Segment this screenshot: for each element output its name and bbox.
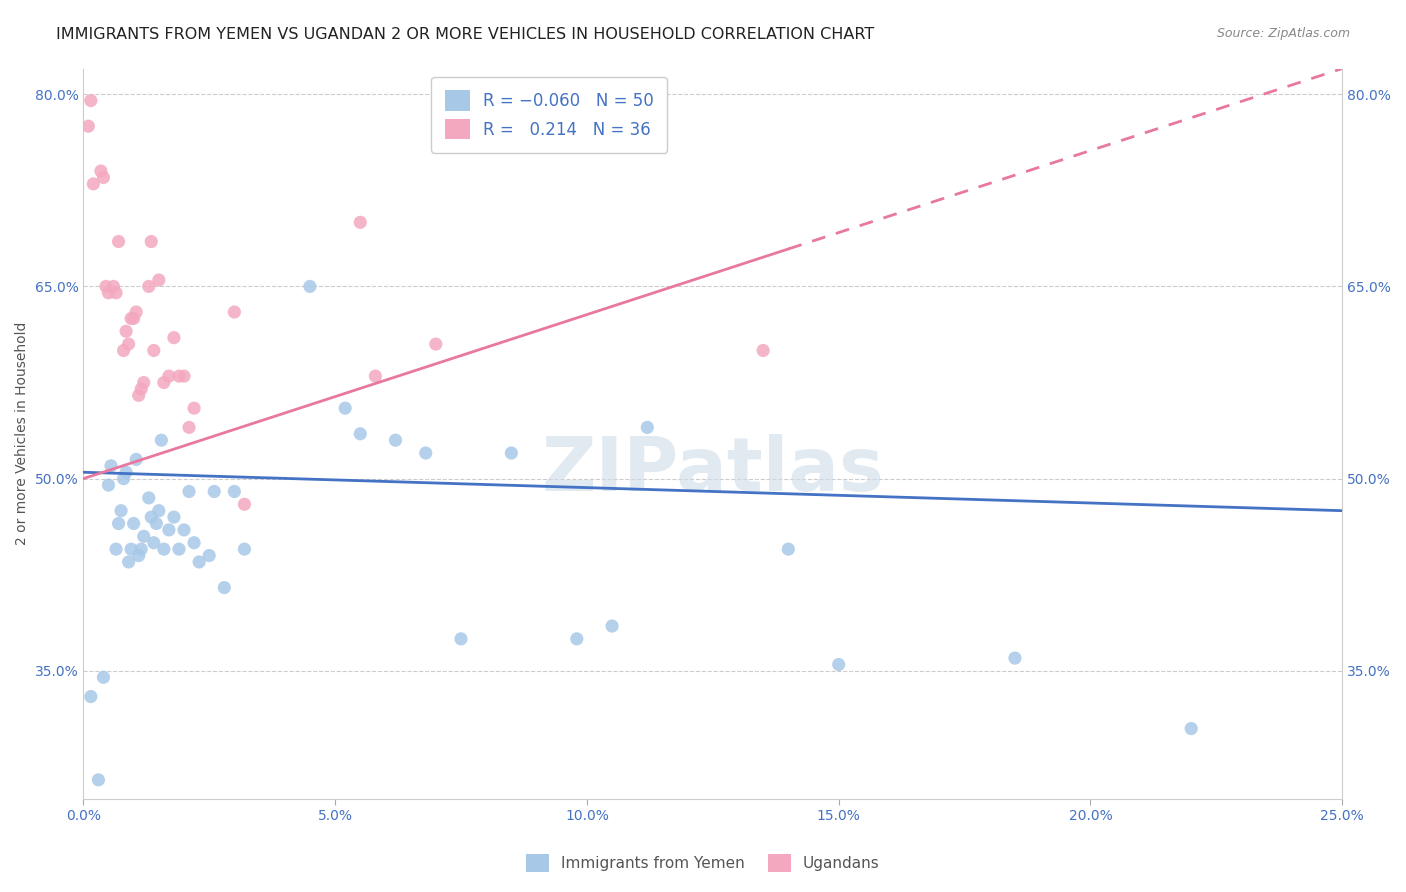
Point [167, 542, 190, 557]
Point [105, 542, 128, 557]
Point [198, 549, 221, 563]
Point [183, 535, 205, 549]
Point [93, 170, 115, 185]
Point [97, 285, 120, 300]
Point [150, 433, 173, 447]
Point [565, 632, 588, 646]
Point [138, 279, 160, 293]
Point [80, 690, 103, 704]
Point [128, 549, 150, 563]
Point [364, 369, 387, 384]
Point [333, 401, 356, 416]
Point [110, 504, 132, 518]
Point [112, 472, 135, 486]
Point [298, 279, 321, 293]
Point [778, 542, 800, 557]
Point [157, 369, 180, 384]
Point [94, 279, 117, 293]
Point [100, 458, 122, 473]
Point [145, 516, 167, 531]
Point [173, 369, 195, 384]
Point [177, 420, 200, 434]
Point [415, 446, 437, 460]
Point [80, 94, 103, 108]
Text: Source: ZipAtlas.com: Source: ZipAtlas.com [1216, 27, 1350, 40]
Point [224, 305, 246, 319]
Point [122, 516, 145, 531]
Point [128, 388, 150, 402]
Point [425, 337, 447, 351]
Point [233, 497, 256, 511]
Point [141, 510, 163, 524]
Point [115, 465, 138, 479]
Point [157, 523, 180, 537]
Point [167, 369, 190, 384]
Point [120, 542, 142, 557]
Point [87, 772, 110, 787]
Point [148, 273, 170, 287]
Point [129, 542, 152, 557]
Point [77, 119, 100, 133]
Point [142, 535, 165, 549]
Point [752, 343, 775, 358]
Point [138, 491, 160, 505]
Point [202, 484, 225, 499]
Point [233, 542, 256, 557]
Point [103, 279, 125, 293]
Text: ZIPatlas: ZIPatlas [541, 434, 884, 507]
Point [132, 529, 155, 543]
Point [163, 331, 186, 345]
Point [177, 484, 200, 499]
Point [827, 657, 849, 672]
Y-axis label: 2 or more Vehicles in Household: 2 or more Vehicles in Household [15, 322, 30, 546]
Point [600, 619, 623, 633]
Point [636, 420, 658, 434]
Point [163, 510, 186, 524]
Point [117, 337, 139, 351]
Point [142, 343, 165, 358]
Point [384, 433, 406, 447]
Point [129, 382, 152, 396]
Point [107, 235, 129, 249]
Point [214, 581, 236, 595]
Point [173, 523, 195, 537]
Legend: R = −0.060   N = 50, R =   0.214   N = 36: R = −0.060 N = 50, R = 0.214 N = 36 [432, 77, 666, 153]
Point [82, 177, 104, 191]
Point [97, 478, 120, 492]
Point [93, 670, 115, 684]
Point [153, 376, 176, 390]
Point [117, 555, 139, 569]
Point [349, 426, 371, 441]
Point [188, 555, 211, 569]
Point [112, 343, 135, 358]
Point [349, 215, 371, 229]
Point [105, 285, 128, 300]
Point [122, 311, 145, 326]
Point [125, 452, 148, 467]
Point [90, 164, 112, 178]
Point [1180, 722, 1202, 736]
Text: IMMIGRANTS FROM YEMEN VS UGANDAN 2 OR MORE VEHICLES IN HOUSEHOLD CORRELATION CHA: IMMIGRANTS FROM YEMEN VS UGANDAN 2 OR MO… [56, 27, 875, 42]
Point [115, 324, 138, 338]
Point [148, 504, 170, 518]
Point [120, 311, 142, 326]
Point [153, 542, 176, 557]
Point [1004, 651, 1026, 665]
Point [450, 632, 472, 646]
Point [183, 401, 205, 416]
Point [107, 516, 129, 531]
Point [141, 235, 163, 249]
Point [132, 376, 155, 390]
Legend: Immigrants from Yemen, Ugandans: Immigrants from Yemen, Ugandans [519, 846, 887, 880]
Point [125, 305, 148, 319]
Point [501, 446, 523, 460]
Point [224, 484, 246, 499]
